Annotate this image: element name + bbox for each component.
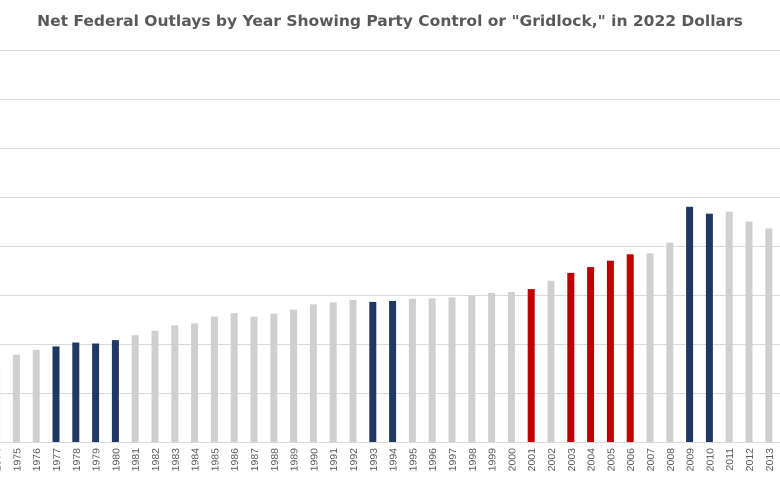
x-tick-label-1986: 1986	[229, 448, 241, 472]
x-axis-tick-labels: 1974 1975 1976 1977 1978 1979 1980 1981 1982 1983…	[0, 448, 776, 472]
bar-1989	[290, 309, 298, 442]
x-tick-label-1976: 1976	[31, 448, 43, 472]
bar-1983	[171, 325, 179, 442]
x-tick-label-1981: 1981	[130, 448, 142, 472]
x-tick-label-1975: 1975	[11, 448, 23, 472]
bar-1994	[389, 300, 397, 442]
x-tick-label-1992: 1992	[348, 448, 360, 472]
bar-1988	[270, 313, 278, 442]
x-tick-label-2013: 2013	[764, 448, 776, 472]
x-tick-label-2011: 2011	[724, 448, 736, 471]
x-tick-label-2010: 2010	[704, 448, 716, 472]
bar-1997	[448, 297, 456, 442]
bar-1998	[468, 295, 476, 442]
bar-1984	[191, 323, 199, 442]
x-tick-label-2007: 2007	[645, 448, 657, 472]
x-tick-label-1994: 1994	[388, 448, 400, 472]
x-tick-label-1984: 1984	[190, 448, 202, 472]
bar-2006	[626, 254, 634, 442]
bar-1995	[408, 298, 416, 442]
bar-2008	[666, 242, 674, 442]
bar-2007	[646, 253, 654, 442]
x-tick-label-2005: 2005	[605, 448, 617, 472]
bar-1996	[428, 298, 436, 442]
x-tick-label-1980: 1980	[110, 448, 122, 472]
bar-1979	[92, 343, 100, 442]
x-tick-label-2003: 2003	[566, 448, 578, 472]
x-tick-label-1989: 1989	[289, 448, 301, 472]
x-tick-label-2002: 2002	[546, 448, 558, 472]
bar-2005	[606, 260, 614, 442]
x-tick-label-2006: 2006	[625, 448, 637, 472]
bar-1978	[72, 342, 80, 442]
bar-2001	[527, 289, 535, 442]
x-tick-label-1993: 1993	[368, 448, 380, 472]
x-tick-label-1990: 1990	[308, 448, 320, 472]
bar-1982	[151, 330, 159, 442]
bar-1990	[309, 304, 317, 442]
bar-2010	[705, 213, 713, 442]
x-tick-label-1982: 1982	[150, 448, 162, 472]
x-tick-label-1991: 1991	[328, 448, 340, 472]
x-tick-label-1998: 1998	[467, 448, 479, 472]
x-tick-label-1977: 1977	[51, 448, 63, 472]
x-tick-label-1978: 1978	[71, 448, 83, 472]
x-tick-label-2009: 2009	[685, 448, 697, 472]
x-tick-label-1979: 1979	[91, 448, 103, 472]
bar-2009	[686, 206, 694, 442]
x-tick-label-1995: 1995	[407, 448, 419, 472]
bar-1975	[12, 354, 20, 442]
x-tick-label-1987: 1987	[249, 448, 261, 472]
bar-2002	[547, 280, 555, 442]
bar-2004	[587, 267, 595, 442]
bar-2000	[507, 292, 515, 442]
x-tick-label-1997: 1997	[447, 448, 459, 472]
bar-1999	[488, 293, 496, 442]
bar-1976	[32, 349, 40, 442]
x-tick-label-2000: 2000	[506, 448, 518, 472]
bar-1991	[329, 302, 337, 442]
bar-1981	[131, 335, 139, 442]
bar-1987	[250, 316, 258, 442]
bar-1986	[230, 313, 238, 442]
x-tick-label-2012: 2012	[744, 448, 756, 472]
x-tick-label-1974: 1974	[0, 448, 4, 472]
bar-2003	[567, 272, 575, 442]
x-tick-label-1996: 1996	[427, 448, 439, 472]
bars	[0, 206, 773, 442]
bar-1977	[52, 346, 60, 442]
x-tick-label-2008: 2008	[665, 448, 677, 472]
bar-1992	[349, 299, 357, 442]
bar-1993	[369, 301, 377, 442]
x-tick-label-2004: 2004	[586, 448, 598, 472]
bar-1985	[210, 316, 218, 442]
chart-title: Net Federal Outlays by Year Showing Part…	[37, 12, 743, 30]
x-tick-label-1983: 1983	[170, 448, 182, 472]
bar-2011	[725, 211, 733, 442]
x-tick-label-1999: 1999	[487, 448, 499, 472]
x-tick-label-1985: 1985	[209, 448, 221, 472]
x-tick-label-2001: 2001	[526, 448, 538, 472]
bar-1980	[111, 340, 119, 442]
bar-2012	[745, 221, 753, 442]
x-tick-label-1988: 1988	[269, 448, 281, 472]
bar-2013	[765, 228, 773, 442]
